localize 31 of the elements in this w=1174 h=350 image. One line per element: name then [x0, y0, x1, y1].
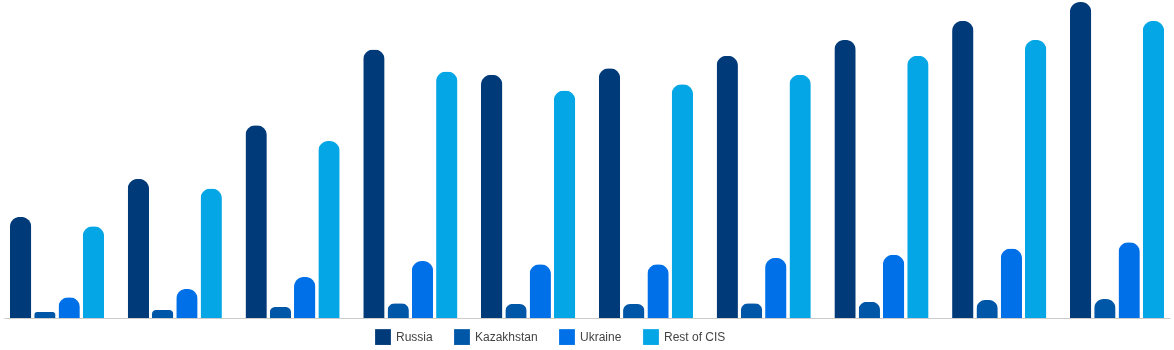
bar — [789, 74, 811, 318]
bar — [1142, 20, 1165, 318]
bar — [1000, 248, 1023, 318]
bar — [363, 49, 385, 318]
legend-label: Russia — [396, 330, 434, 345]
legend-label: Kazakhstan — [475, 330, 538, 345]
bar — [318, 141, 340, 318]
bar — [127, 178, 150, 318]
bar — [436, 71, 458, 318]
legend-label: Ukraine — [580, 330, 622, 345]
bar — [952, 20, 974, 318]
bar — [200, 188, 222, 318]
bar — [9, 216, 32, 318]
bar — [245, 125, 267, 318]
bar — [765, 257, 787, 318]
bar — [1024, 39, 1047, 318]
bar — [1069, 2, 1092, 318]
bar — [882, 254, 905, 318]
bar — [671, 84, 693, 318]
bar — [411, 261, 434, 318]
bar — [82, 226, 105, 318]
bar — [907, 55, 929, 318]
bar — [716, 55, 738, 318]
legend-label: Rest of CIS — [664, 330, 726, 345]
bar — [834, 39, 856, 318]
bar — [598, 68, 621, 318]
bar — [151, 310, 174, 318]
bar — [481, 74, 503, 318]
bar — [1118, 242, 1140, 318]
bar — [553, 90, 576, 318]
bar — [34, 312, 56, 318]
